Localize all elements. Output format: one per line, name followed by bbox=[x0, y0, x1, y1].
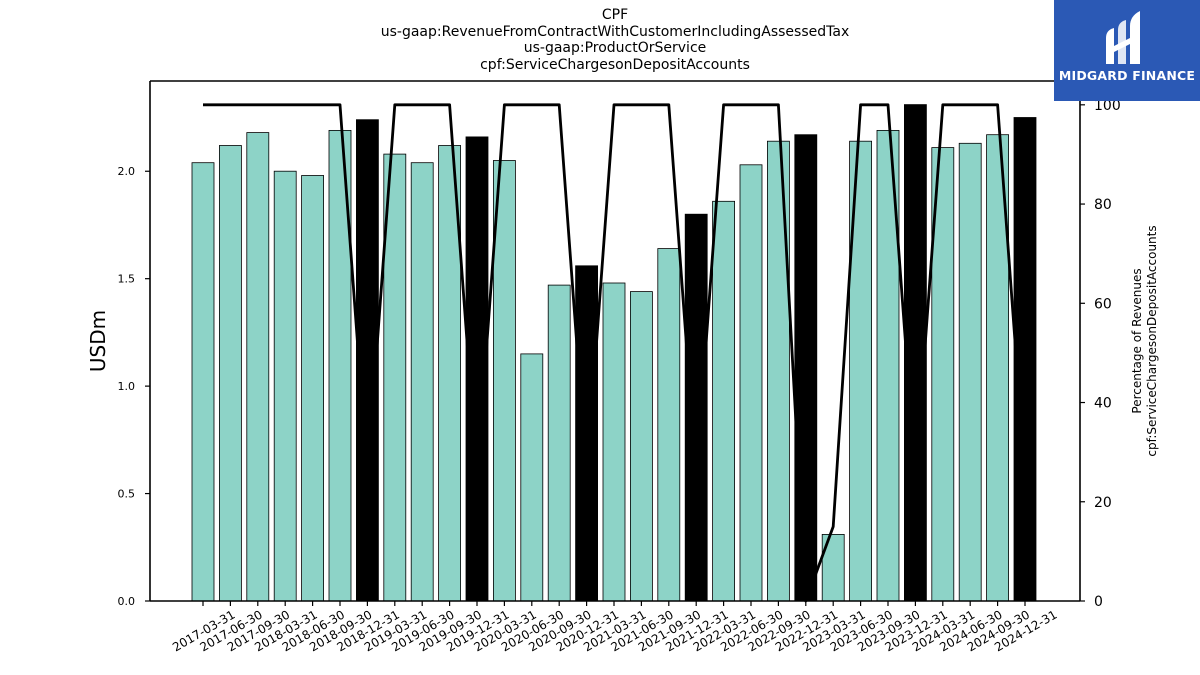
y2-tick-label: 0 bbox=[1094, 594, 1103, 610]
bar-2021-03-31 bbox=[602, 282, 626, 602]
bar-2020-12-31 bbox=[575, 265, 598, 602]
bar-2020-06-30 bbox=[520, 353, 544, 602]
y-tick-label: 0.5 bbox=[118, 488, 136, 501]
chart-title-line-3: us-gaap:ProductOrService bbox=[523, 40, 707, 56]
bar-2022-12-31 bbox=[794, 134, 818, 602]
bar-2023-12-31 bbox=[904, 104, 927, 602]
y2-tick-label: 60 bbox=[1094, 296, 1112, 312]
y2-tick-label: 40 bbox=[1094, 396, 1112, 412]
bar-2021-06-30 bbox=[630, 291, 653, 602]
bar-2022-09-30 bbox=[767, 140, 790, 602]
y-tick-label: 1.0 bbox=[118, 380, 136, 393]
bar-2018-03-31 bbox=[273, 170, 297, 602]
y2-axis-label-line-2: cpf:ServiceChargesonDepositAccounts bbox=[1145, 225, 1159, 456]
bar-2017-06-30 bbox=[218, 145, 242, 602]
y-tick-label: 1.5 bbox=[118, 273, 136, 286]
left-axis-ticks: 0.0 0.5 1.0 1.5 2.0 bbox=[118, 165, 150, 608]
chart-title-line-4: cpf:ServiceChargesonDepositAccounts bbox=[480, 57, 750, 73]
chart-title-line-2: us-gaap:RevenueFromContractWithCustomerI… bbox=[380, 24, 850, 40]
y-tick-label: 0.0 bbox=[118, 595, 136, 608]
percentage-line bbox=[203, 103, 1027, 603]
bar-2021-12-31 bbox=[684, 213, 708, 602]
bar-2017-03-31 bbox=[191, 162, 215, 602]
bar-2018-06-30 bbox=[301, 175, 325, 602]
bar-2021-09-30 bbox=[657, 248, 681, 602]
y2-axis-label-line-1: Percentage of Revenues bbox=[1130, 268, 1144, 413]
percentage-line-series bbox=[203, 103, 1027, 603]
right-axis-ticks: 0 20 40 60 80 100 bbox=[1080, 98, 1121, 610]
x-axis-ticks: 2017-03-312017-06-302017-09-302018-03-31… bbox=[170, 601, 1060, 654]
y-tick-label: 2.0 bbox=[118, 165, 136, 178]
bar-2022-06-30 bbox=[739, 164, 763, 602]
bar-2024-06-30 bbox=[958, 142, 982, 602]
bar-2022-03-31 bbox=[712, 200, 735, 602]
y2-tick-label: 20 bbox=[1094, 495, 1112, 511]
logo-text: MIDGARD FINANCE bbox=[1058, 68, 1196, 83]
plot-frame bbox=[149, 80, 1081, 602]
midgard-finance-logo: MIDGARD FINANCE bbox=[1054, 0, 1200, 101]
y-axis-label: USDm bbox=[86, 310, 110, 372]
bar-series bbox=[191, 104, 1037, 602]
chart-title-line-1: CPF bbox=[601, 7, 629, 23]
midgard-logo-icon bbox=[1106, 11, 1140, 64]
y2-tick-label: 80 bbox=[1094, 197, 1112, 213]
bar-2019-06-30 bbox=[410, 162, 434, 602]
bar-2020-09-30 bbox=[547, 284, 571, 602]
y2-tick-label: 100 bbox=[1094, 98, 1121, 114]
bar-2017-09-30 bbox=[246, 132, 270, 602]
